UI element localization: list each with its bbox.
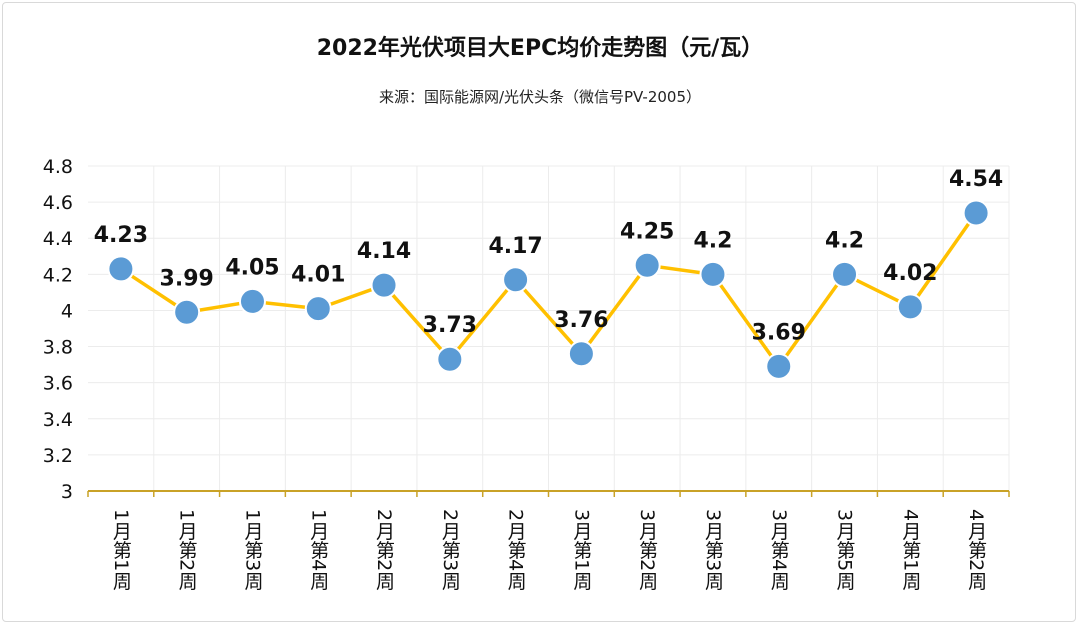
data-point (896, 293, 924, 321)
x-tick-labels: 1月第1周 1月第2周 1月第3周 1月第4周 2月第2周 2月第3周 2月第4周 3月第1周… (110, 509, 987, 590)
data-label: 3.69 (752, 320, 806, 345)
data-point (173, 298, 201, 326)
axis-layer (87, 490, 1010, 497)
y-tick-label: 3.8 (43, 337, 73, 359)
data-label: 4.2 (693, 228, 732, 253)
data-label: 4.05 (225, 255, 279, 280)
x-tick-label: 3月第1周 (570, 509, 592, 590)
data-label: 4.23 (94, 223, 148, 248)
data-point (304, 295, 332, 323)
y-tick-label: 3.6 (43, 373, 73, 395)
data-point (831, 260, 859, 288)
data-labels: 4.23 3.99 4.05 4.01 4.14 3.73 4.17 3.76 4.25 4.2 3… (94, 167, 1003, 345)
y-tick-label: 4.2 (43, 264, 73, 286)
y-tick-label: 3.4 (43, 409, 73, 431)
data-point (436, 345, 464, 373)
data-point (502, 266, 530, 294)
data-label: 4.25 (620, 219, 674, 244)
x-tick-label: 2月第3周 (439, 509, 461, 590)
data-point (962, 199, 990, 227)
data-point (699, 260, 727, 288)
data-points (107, 199, 990, 380)
data-point (370, 271, 398, 299)
data-label: 3.76 (554, 308, 608, 333)
data-label: 4.02 (883, 261, 937, 286)
data-label: 4.2 (825, 228, 864, 253)
chart-title: 2022年光伏项目大EPC均价走势图（元/瓦） (316, 36, 764, 61)
data-point (765, 352, 793, 380)
x-tick-label: 3月第5周 (834, 509, 856, 590)
y-tick-label: 4.8 (43, 156, 73, 178)
y-tick-label: 4.6 (43, 192, 73, 214)
x-tick-label: 4月第1周 (899, 509, 921, 590)
data-label: 4.01 (291, 263, 345, 288)
data-label: 3.99 (160, 266, 214, 291)
x-tick-label: 3月第3周 (702, 509, 724, 590)
chart-subtitle: 来源：国际能源网/光伏头条（微信号PV-2005） (378, 88, 702, 106)
data-label: 4.14 (357, 239, 411, 264)
data-point (107, 255, 135, 283)
x-tick-label: 1月第3周 (241, 509, 263, 590)
data-point (567, 340, 595, 368)
x-tick-label: 1月第4周 (307, 509, 329, 590)
data-label: 4.17 (488, 234, 542, 259)
x-tick-label: 1月第2周 (176, 509, 198, 590)
x-tick-label: 2月第4周 (505, 509, 527, 590)
y-tick-label: 4.4 (43, 228, 73, 250)
x-tick-label: 1月第1周 (110, 509, 132, 590)
y-tick-label: 4 (61, 300, 73, 322)
grid-layer (88, 165, 1010, 491)
data-label: 4.54 (949, 167, 1003, 192)
data-label: 3.73 (423, 313, 477, 338)
y-tick-label: 3.2 (43, 445, 73, 467)
data-point (633, 251, 661, 279)
y-tick-labels: 3 3.2 3.4 3.6 3.8 4 4.2 4.4 4.6 4.8 (43, 156, 73, 503)
y-tick-label: 3 (61, 481, 73, 503)
x-tick-label: 4月第2周 (965, 509, 987, 590)
x-tick-label: 3月第2周 (636, 509, 658, 590)
x-tick-label: 3月第4周 (768, 509, 790, 590)
data-point (238, 287, 266, 315)
x-tick-label: 2月第2周 (373, 509, 395, 590)
